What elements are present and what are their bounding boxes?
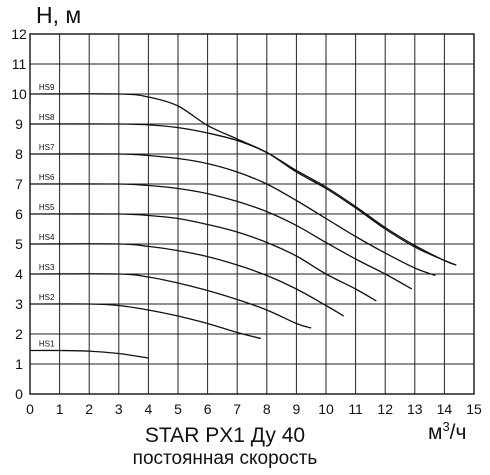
y-tick-label: 8 (15, 146, 23, 162)
series-line-hs7 (29, 153, 436, 277)
series-label-hs5: HS5 (39, 203, 55, 212)
series-label-hs6: HS6 (39, 173, 55, 182)
y-tick-label: 9 (15, 116, 23, 132)
y-tick-label: 1 (15, 356, 23, 372)
y-axis-label: H, м (36, 2, 82, 28)
x-tick-label: 7 (233, 401, 241, 417)
series-line-hs6 (29, 183, 413, 290)
series-label-hs8: HS8 (39, 113, 55, 122)
series-label-hs3: HS3 (39, 263, 55, 272)
series-line-hs5 (29, 213, 377, 302)
y-tick-label: 10 (11, 86, 27, 102)
x-tick-label: 5 (174, 401, 182, 417)
series-line-hs9 (29, 93, 457, 266)
x-tick-label: 4 (145, 401, 153, 417)
series-label-hs1: HS1 (39, 340, 55, 349)
x-tick-label: 15 (466, 401, 482, 417)
y-tick-label: 3 (15, 296, 23, 312)
series-label-hs2: HS2 (39, 293, 55, 302)
y-tick-label: 6 (15, 206, 23, 222)
y-tick-label: 0 (15, 386, 23, 402)
series-label-hs7: HS7 (39, 143, 55, 152)
series-line-hs2 (29, 303, 262, 340)
x-tick-label: 0 (26, 401, 34, 417)
y-tick-label: 4 (15, 266, 23, 282)
y-tick-label: 11 (12, 56, 27, 72)
x-tick-label: 6 (204, 401, 212, 417)
x-tick-label: 11 (348, 401, 363, 417)
y-tick-label: 12 (11, 26, 27, 42)
series-label-hs4: HS4 (39, 233, 55, 242)
series-line-hs1 (29, 349, 149, 359)
x-axis-unit: м (428, 421, 443, 444)
x-tick-label: 10 (318, 401, 334, 417)
x-axis-unit-exponent: 3 (442, 419, 450, 434)
series-label-hs9: HS9 (39, 83, 55, 92)
series-lines (29, 93, 457, 359)
y-tick-label: 5 (15, 236, 23, 252)
x-tick-label: 2 (85, 401, 93, 417)
x-tick-label: 14 (437, 401, 453, 417)
x-tick-label: 3 (115, 401, 123, 417)
series-labels: HS1 HS2 HS3 HS4 HS5 HS6 HS7 HS8 HS9 (39, 83, 55, 349)
x-tick-label: 12 (377, 401, 393, 417)
series-line-hs3 (29, 273, 312, 329)
x-tick-label: 13 (407, 401, 423, 417)
x-axis-unit-suffix: /ч (449, 421, 467, 444)
chart-title: STAR PX1 Ду 40 (144, 424, 306, 447)
x-tick-label: 1 (56, 401, 64, 417)
x-tick-label: 9 (293, 401, 301, 417)
series-line-hs4 (29, 243, 345, 317)
x-tick-label: 8 (263, 401, 271, 417)
y-tick-label: 7 (15, 176, 23, 192)
y-tick-label: 2 (15, 326, 23, 342)
x-axis-label: м3/ч (428, 419, 466, 445)
chart-subtitle: постоянная скорость (132, 448, 318, 469)
